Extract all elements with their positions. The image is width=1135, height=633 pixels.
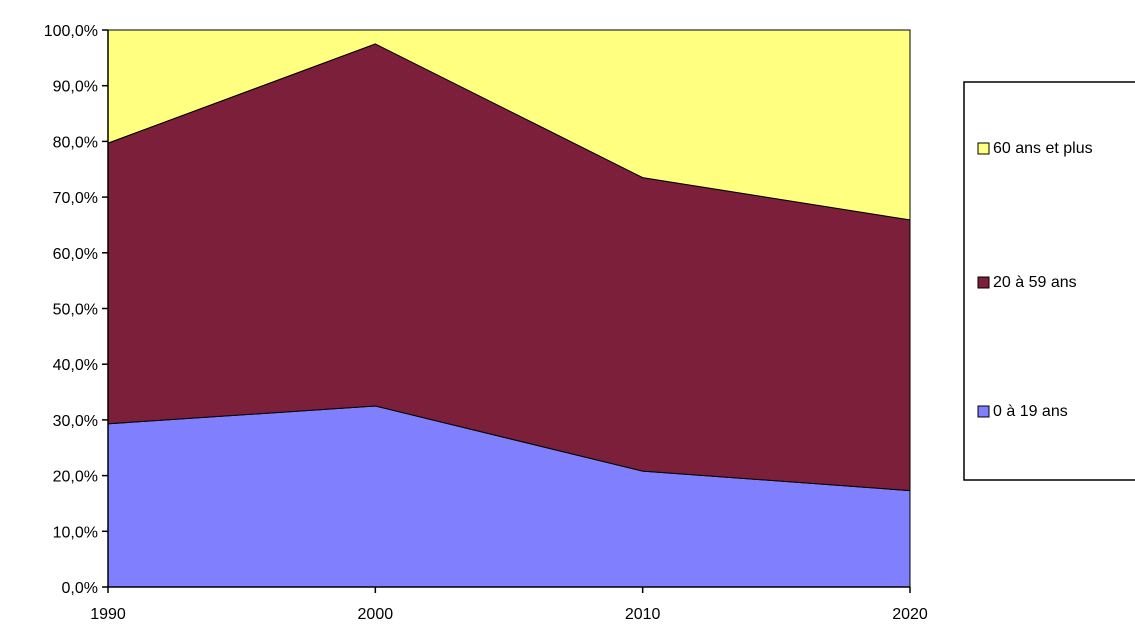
- y-tick-label: 100,0%: [44, 23, 98, 40]
- legend-swatch: [977, 405, 990, 418]
- legend-swatch: [977, 276, 990, 289]
- x-axis: 1990 2000 2010 2020: [90, 586, 928, 623]
- x-tick-label: 1990: [90, 606, 126, 623]
- y-tick-label: 40,0%: [53, 357, 98, 374]
- legend: 60 ans et plus 20 à 59 ans 0 à 19 ans: [963, 81, 1135, 481]
- x-tick-label: 2020: [892, 606, 928, 623]
- y-tick-label: 70,0%: [53, 190, 98, 207]
- y-tick-label: 60,0%: [53, 246, 98, 263]
- plot-area: [107, 29, 911, 588]
- y-tick-label: 10,0%: [53, 524, 98, 541]
- y-tick-label: 80,0%: [53, 134, 98, 151]
- legend-label: 60 ans et plus: [993, 140, 1093, 157]
- legend-label: 0 à 19 ans: [993, 403, 1068, 420]
- plot-border: [108, 29, 911, 587]
- legend-box: [963, 81, 1135, 481]
- legend-swatch: [977, 142, 990, 155]
- x-tick-label: 2010: [625, 606, 661, 623]
- legend-label: 20 à 59 ans: [993, 274, 1077, 291]
- x-tick-label: 2000: [358, 606, 394, 623]
- y-tick-label: 90,0%: [53, 79, 98, 96]
- y-tick-label: 50,0%: [53, 302, 98, 319]
- y-tick-label: 0,0%: [62, 580, 98, 597]
- y-tick-label: 30,0%: [53, 413, 98, 430]
- y-tick-label: 20,0%: [53, 469, 98, 486]
- y-axis: 0,0% 10,0% 20,0% 30,0% 40,0% 50,0% 60,0% 70,0% 8…: [44, 23, 109, 597]
